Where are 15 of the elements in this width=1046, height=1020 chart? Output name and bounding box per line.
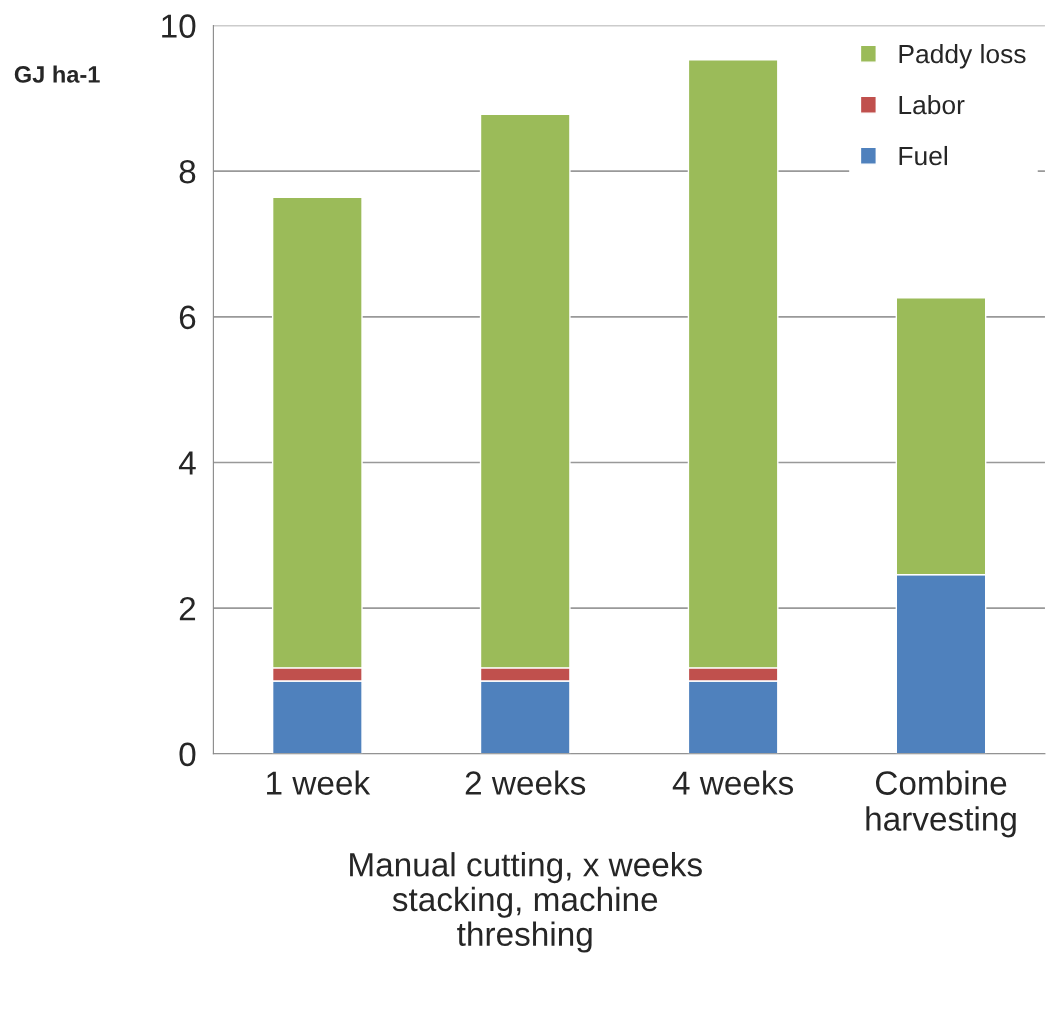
y-tick-label: 8 bbox=[179, 159, 196, 184]
x-axis-title: Manual cutting, x weeks stacking, machine threshing bbox=[350, 852, 702, 953]
y-tick-label: 10 bbox=[162, 14, 196, 38]
y-axis-title: GJ ha-1 bbox=[14, 65, 100, 83]
x-tick-label: Combine harvesting bbox=[866, 770, 1016, 838]
y-tick-label: 6 bbox=[179, 305, 196, 330]
x-tick-label: 2 weeks bbox=[465, 770, 586, 795]
legend-label: Labor bbox=[899, 94, 965, 115]
legend-label: Fuel bbox=[899, 145, 947, 166]
x-tick-label: 1 week bbox=[267, 770, 371, 795]
legend-label: Paddy loss bbox=[899, 43, 1026, 69]
y-tick-label: 2 bbox=[179, 596, 196, 621]
x-tick-label: 4 weeks bbox=[672, 770, 794, 795]
y-tick-label: 0 bbox=[179, 742, 196, 767]
y-tick-label: 4 bbox=[178, 451, 196, 475]
